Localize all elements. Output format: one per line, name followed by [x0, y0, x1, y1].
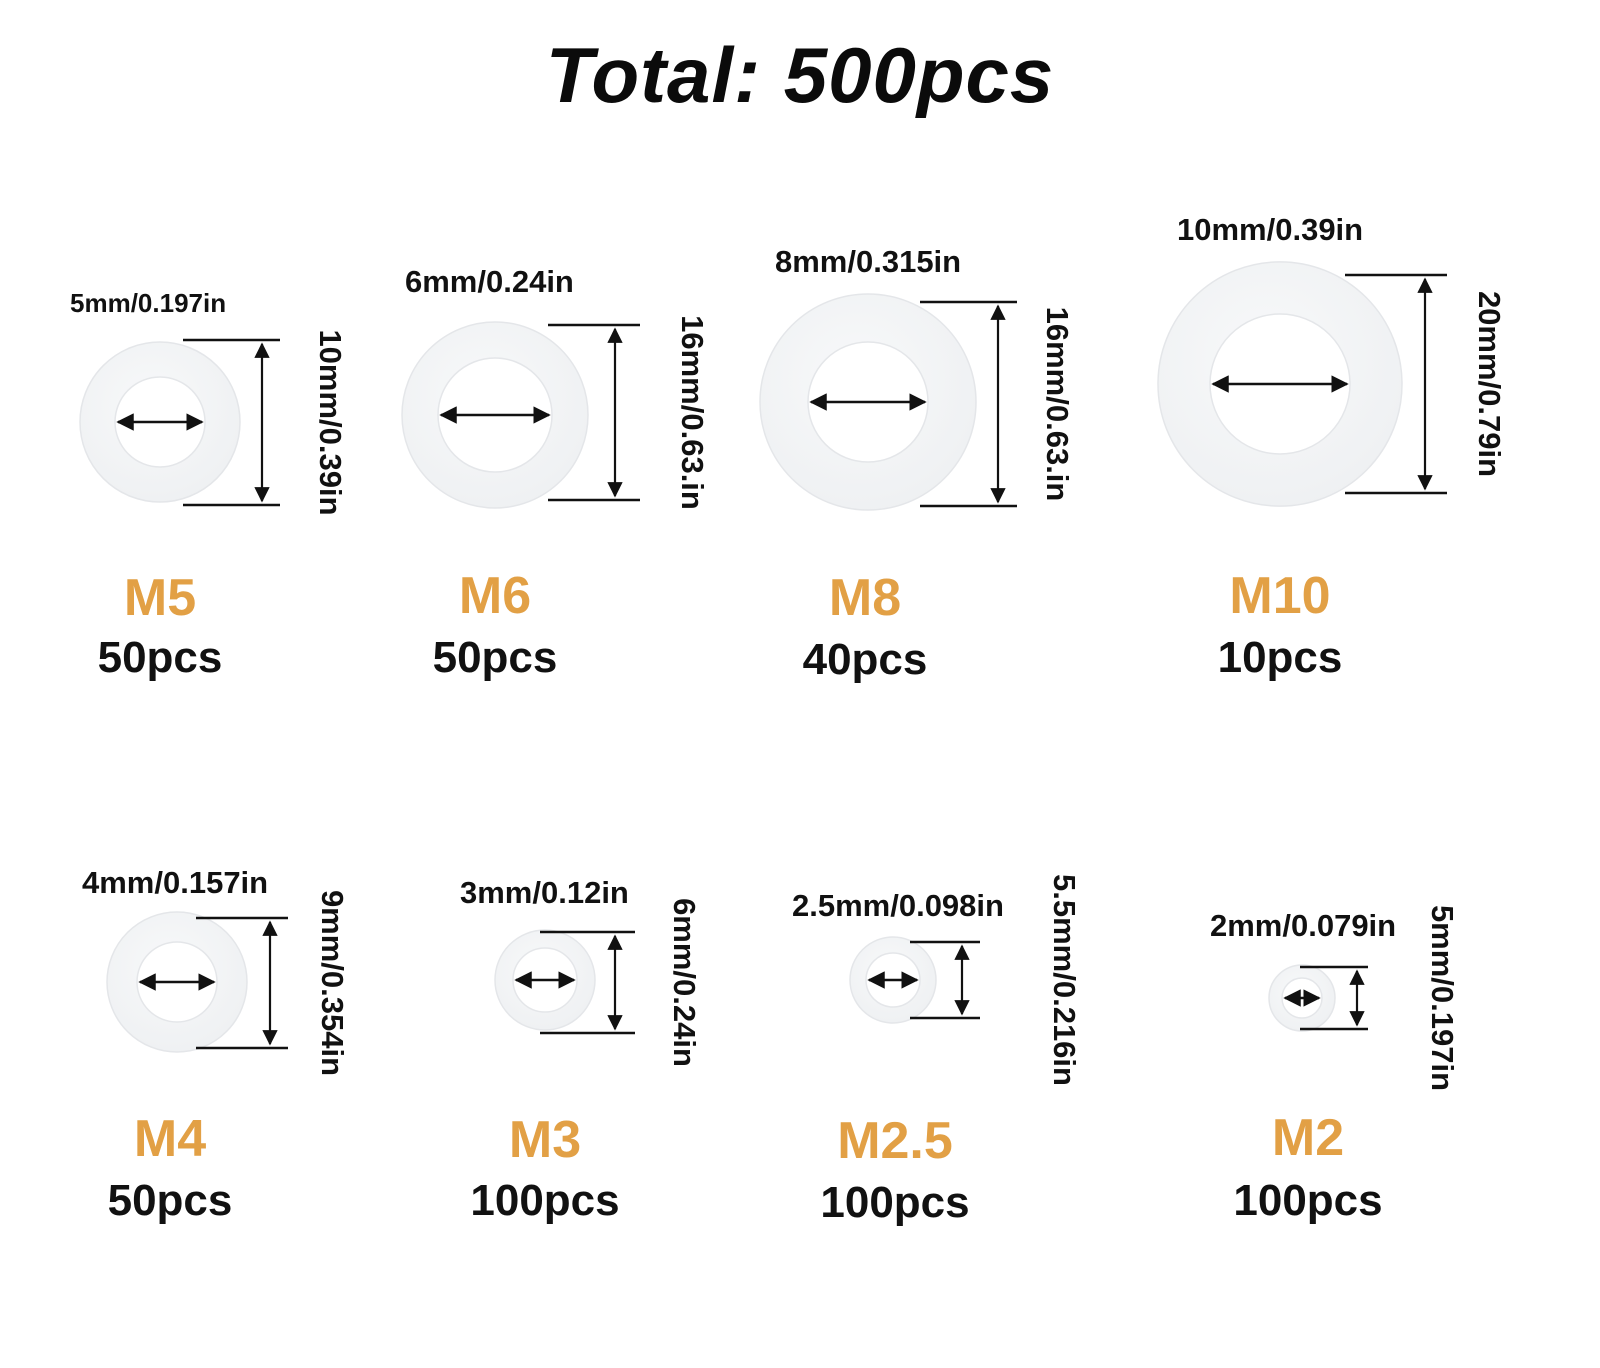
outer-diameter-label: 16mm/0.63.in — [675, 315, 710, 510]
washer-group-m10: 10mm/0.39in 20mm/0.79in — [1157, 212, 1507, 507]
quantity-label: 50pcs — [97, 633, 223, 682]
washer-shape — [401, 321, 589, 509]
outer-diameter-label: 6mm/0.24in — [667, 898, 702, 1067]
inner-diameter-label: 3mm/0.12in — [460, 875, 629, 910]
size-label: M6 — [458, 567, 532, 625]
outer-diameter-label: 9mm/0.354in — [315, 890, 350, 1076]
washer-shape — [106, 911, 248, 1053]
size-label: M3 — [508, 1111, 582, 1169]
quantity-label: 100pcs — [470, 1176, 620, 1225]
size-label: M8 — [828, 569, 902, 627]
outer-diameter-label: 10mm/0.39in — [313, 329, 348, 515]
quantity-label: 50pcs — [107, 1176, 233, 1225]
quantity-label: 100pcs — [1233, 1176, 1383, 1225]
inner-diameter-label: 4mm/0.157in — [82, 865, 268, 900]
quantity-label: 40pcs — [802, 635, 928, 684]
quantity-label: 10pcs — [1217, 633, 1343, 682]
washer-shape — [79, 341, 241, 503]
inner-diameter-label: 10mm/0.39in — [1177, 212, 1363, 247]
washer-shape — [1268, 964, 1336, 1032]
washer-group-m5: 5mm/0.197in 10mm/0.39in — [70, 288, 348, 516]
washer-group-m6: 6mm/0.24in 16mm/0.63.in — [401, 264, 710, 510]
outer-diameter-label: 20mm/0.79in — [1472, 291, 1507, 477]
quantity-label: 100pcs — [820, 1178, 970, 1227]
washer-group-m2-5: 2.5mm/0.098in 5.5mm/0.216in — [792, 874, 1082, 1086]
inner-diameter-label: 6mm/0.24in — [405, 264, 574, 299]
outer-diameter-label: 16mm/0.63.in — [1040, 307, 1075, 502]
washer-shape — [759, 293, 977, 511]
washer-group-m8: 8mm/0.315in 16mm/0.63.in — [759, 244, 1075, 511]
washer-group-m3: 3mm/0.12in 6mm/0.24in — [460, 875, 702, 1067]
size-label: M2.5 — [837, 1112, 953, 1170]
quantity-label: 50pcs — [432, 633, 558, 682]
size-label: M5 — [123, 569, 197, 627]
inner-diameter-label: 2.5mm/0.098in — [792, 888, 1004, 923]
washer-shape — [494, 929, 596, 1031]
washer-group-m2: 2mm/0.079in 5mm/0.197in — [1210, 905, 1460, 1091]
size-label: M10 — [1229, 567, 1331, 625]
inner-diameter-label: 5mm/0.197in — [70, 288, 226, 318]
size-label: M4 — [133, 1110, 207, 1168]
outer-diameter-label: 5mm/0.197in — [1425, 905, 1460, 1091]
outer-diameter-label: 5.5mm/0.216in — [1047, 874, 1082, 1086]
page-title: Total: 500pcs — [545, 31, 1055, 119]
size-label: M2 — [1271, 1109, 1345, 1167]
washer-shape — [1157, 261, 1403, 507]
inner-diameter-label: 2mm/0.079in — [1210, 908, 1396, 943]
inner-diameter-label: 8mm/0.315in — [775, 244, 961, 279]
washer-shape — [849, 936, 937, 1024]
washer-group-m4: 4mm/0.157in 9mm/0.354in — [82, 865, 350, 1076]
